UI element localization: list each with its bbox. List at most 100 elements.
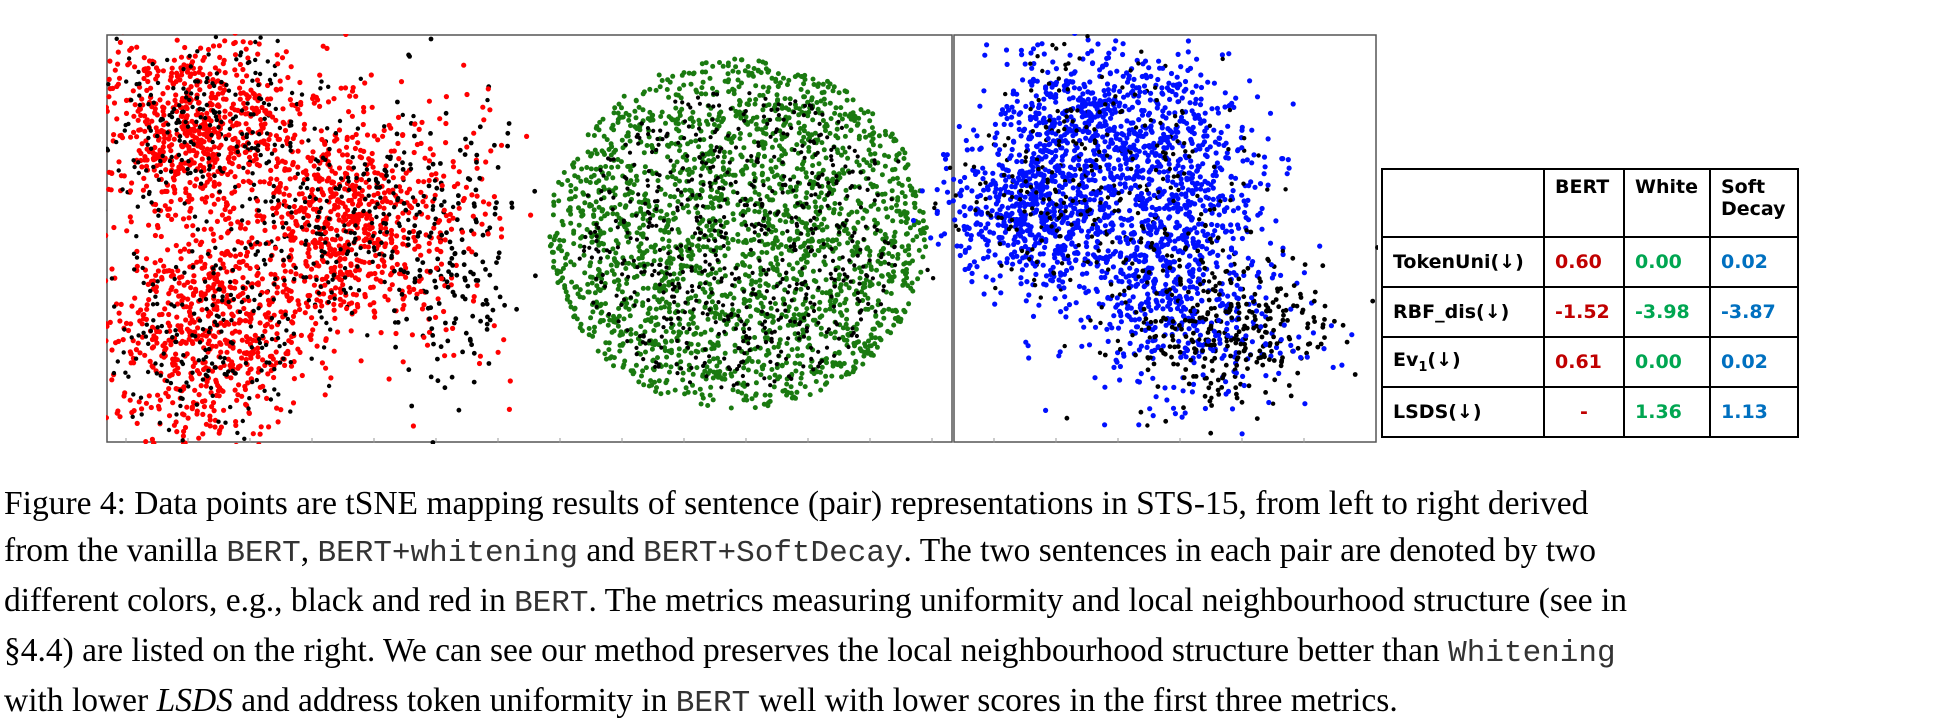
bert-point: [114, 140, 118, 144]
bert-point: [332, 265, 337, 270]
bert-point: [412, 280, 417, 285]
bert-point: [285, 75, 290, 80]
bert-point: [202, 92, 206, 96]
bert-point: [154, 340, 159, 345]
whitening-point: [754, 122, 759, 127]
whitening-point: [835, 292, 840, 297]
bert-point: [323, 230, 328, 235]
whitening-point: [556, 198, 561, 203]
bert-point: [312, 283, 317, 288]
bert-point: [271, 195, 275, 199]
bert-point: [195, 368, 200, 373]
bert-point: [241, 179, 246, 184]
bert-point: [332, 349, 337, 354]
whitening-point: [706, 317, 711, 322]
bert-point: [494, 200, 499, 205]
bert-point: [259, 153, 263, 157]
whitening-point: [699, 91, 704, 96]
bert-point: [223, 70, 228, 75]
bert-point: [170, 335, 174, 339]
bert-point: [208, 423, 213, 428]
whitening-point: [663, 192, 668, 197]
bert-point: [435, 247, 440, 252]
bert-point: [324, 321, 328, 325]
bert-point: [431, 342, 436, 347]
whitening-point: [552, 193, 557, 198]
whitening-point: [881, 199, 886, 204]
whitening-point: [718, 267, 723, 272]
bert-point: [501, 337, 506, 342]
bert-point: [153, 361, 157, 365]
bert-point: [321, 44, 326, 49]
whitening-point: [729, 374, 734, 379]
whitening-point: [547, 234, 552, 239]
whitening-point: [786, 323, 791, 328]
bert-point: [190, 249, 194, 253]
whitening-point: [743, 238, 748, 243]
bert-point: [457, 206, 462, 211]
bert-point: [393, 331, 398, 336]
bert-point: [106, 148, 110, 152]
bert-point: [219, 80, 223, 84]
bert-point: [132, 64, 137, 69]
bert-point: [269, 272, 274, 277]
whitening-point: [642, 150, 647, 155]
whitening-point: [632, 275, 637, 280]
whitening-point: [822, 102, 827, 107]
bert-point: [358, 148, 363, 153]
bert-point: [139, 406, 144, 411]
whitening-point: [736, 70, 741, 75]
bert-point: [295, 347, 300, 352]
whitening-point: [569, 280, 574, 285]
whitening-point: [833, 133, 838, 138]
bert-point: [340, 195, 344, 199]
whitening-point: [592, 329, 597, 334]
bert-point: [245, 380, 250, 385]
whitening-point: [832, 201, 837, 206]
whitening-point: [621, 341, 626, 346]
whitening-point: [752, 335, 757, 340]
bert-point: [204, 195, 209, 200]
bert-point: [222, 38, 227, 43]
bert-point: [450, 326, 455, 331]
bert-point: [450, 375, 455, 380]
whitening-point: [602, 134, 607, 139]
whitening-point: [711, 205, 716, 210]
bert-point: [228, 169, 233, 174]
whitening-point: [846, 231, 851, 236]
whitening-point: [708, 340, 713, 345]
bert-point: [417, 127, 422, 132]
bert-point: [317, 104, 322, 109]
bert-point: [221, 286, 226, 291]
bert-point: [406, 367, 411, 372]
whitening-point: [628, 313, 633, 318]
bert-point: [353, 94, 358, 99]
bert-point: [269, 254, 273, 258]
whitening-point: [652, 294, 657, 299]
whitening-point: [768, 393, 773, 398]
whitening-point: [616, 287, 621, 292]
bert-point: [270, 206, 275, 211]
bert-point: [209, 95, 214, 100]
bert-point: [229, 359, 234, 364]
bert-point: [161, 68, 166, 73]
bert-point: [219, 235, 224, 240]
bert-point: [263, 117, 267, 121]
bert-point: [287, 205, 291, 209]
bert-point: [362, 260, 367, 265]
bert-point: [299, 185, 303, 189]
bert-point: [299, 333, 304, 338]
whitening-point: [626, 240, 631, 245]
bert-point: [256, 282, 261, 287]
bert-point: [174, 412, 178, 416]
bert-point: [400, 241, 405, 246]
bert-point: [240, 204, 244, 208]
bert-point: [163, 203, 168, 208]
whitening-point: [585, 290, 590, 295]
bert-point: [282, 232, 287, 237]
bert-point: [112, 371, 116, 375]
bert-point: [287, 255, 291, 259]
whitening-point: [845, 326, 850, 331]
bert-point: [200, 307, 205, 312]
whitening-point: [565, 178, 570, 183]
